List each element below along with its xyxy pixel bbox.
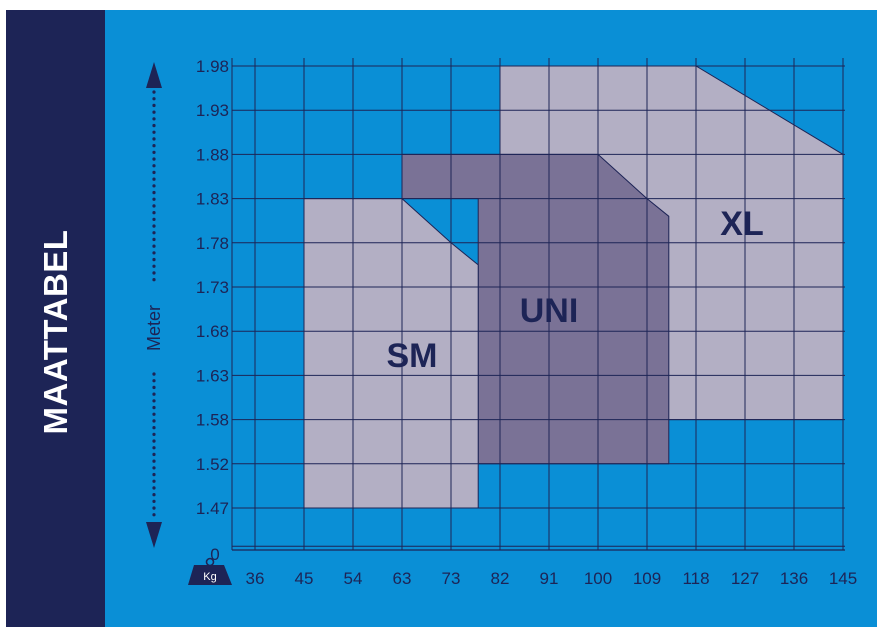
- x-tick-label: 136: [780, 569, 808, 588]
- arrow-down-icon: [146, 522, 162, 548]
- y-tick-label: 1.88: [196, 145, 229, 164]
- x-tick-label: 82: [491, 569, 510, 588]
- region-label-xl: XL: [720, 205, 763, 243]
- y-tick-label: 1.63: [196, 366, 229, 385]
- y-tick-label: 1.52: [196, 455, 229, 474]
- y-tick-label: 1.93: [196, 101, 229, 120]
- x-tick-label: 54: [344, 569, 363, 588]
- x-tick-label: 100: [584, 569, 612, 588]
- weight-icon: [188, 565, 232, 585]
- x-tick-label: 45: [295, 569, 314, 588]
- x-tick-label: 73: [442, 569, 461, 588]
- x-tick-label: 109: [633, 569, 661, 588]
- y-tick-label: 1.58: [196, 411, 229, 430]
- y-tick-label: 1.47: [196, 499, 229, 518]
- region-label-uni: UNI: [520, 292, 579, 330]
- x-tick-label: 36: [246, 569, 265, 588]
- arrow-up-icon: [146, 62, 162, 88]
- y-tick-label: 1.78: [196, 234, 229, 253]
- x-tick-label: 63: [393, 569, 412, 588]
- y-axis-label: Meter: [144, 305, 164, 351]
- x-tick-label: 127: [731, 569, 759, 588]
- y-tick-label: 1.68: [196, 322, 229, 341]
- region-label-sm: SM: [387, 337, 438, 375]
- y-tick-label: 1.98: [196, 57, 229, 76]
- y-zero-label: 0: [210, 545, 219, 564]
- x-axis-label: Kg: [203, 571, 216, 583]
- x-tick-label: 145: [829, 569, 857, 588]
- x-tick-label: 118: [682, 569, 709, 588]
- weight-handle-icon: [205, 557, 215, 567]
- sidebar: MAATTABEL: [6, 10, 105, 627]
- x-tick-label: 91: [540, 569, 559, 588]
- y-tick-label: 1.83: [196, 190, 229, 209]
- y-tick-label: 1.73: [196, 278, 229, 297]
